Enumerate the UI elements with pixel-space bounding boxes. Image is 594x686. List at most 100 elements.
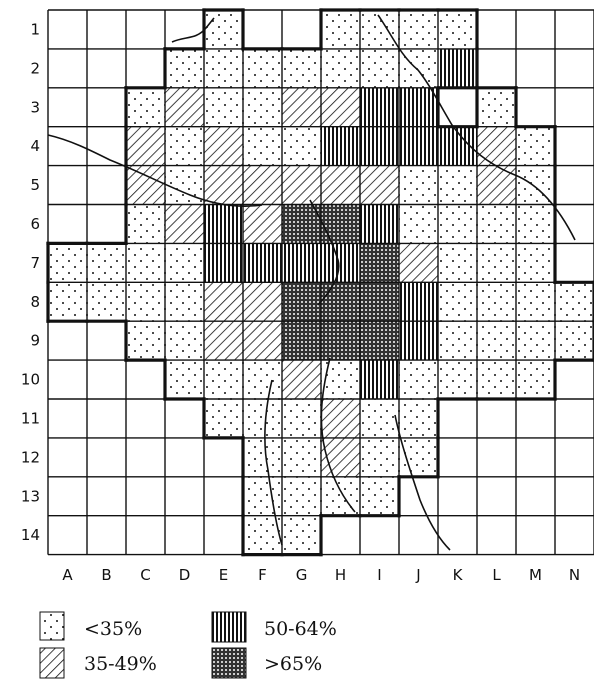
row-label: 2 bbox=[30, 59, 40, 77]
cell-low bbox=[48, 282, 87, 322]
cell-low bbox=[87, 282, 126, 322]
column-label: C bbox=[140, 566, 150, 584]
cell-high bbox=[321, 126, 360, 166]
cell-mid bbox=[243, 321, 282, 361]
cell-mid bbox=[204, 165, 243, 205]
column-label: D bbox=[179, 566, 191, 584]
column-label: I bbox=[377, 566, 381, 584]
cell-mid bbox=[321, 399, 360, 438]
column-label: K bbox=[453, 566, 464, 584]
cell-low bbox=[321, 10, 360, 49]
row-label: 10 bbox=[21, 371, 40, 389]
cell-low bbox=[477, 360, 516, 399]
cell-mid bbox=[204, 282, 243, 322]
cell-low bbox=[477, 204, 516, 244]
cell-top bbox=[282, 321, 321, 361]
legend-label-high: 50-64% bbox=[264, 618, 337, 640]
cell-low bbox=[126, 243, 165, 283]
row-label: 3 bbox=[30, 98, 40, 116]
grid-lines bbox=[47, 9, 594, 556]
column-label: F bbox=[258, 566, 267, 584]
cell-mid bbox=[204, 321, 243, 361]
cell-low bbox=[438, 282, 477, 322]
cell-top bbox=[282, 204, 321, 244]
cell-low bbox=[438, 204, 477, 244]
column-label: G bbox=[296, 566, 308, 584]
cell-mid bbox=[477, 126, 516, 166]
cell-low bbox=[282, 126, 321, 166]
cell-mid bbox=[477, 165, 516, 205]
cell-low bbox=[477, 243, 516, 283]
cell-low bbox=[204, 10, 243, 49]
river-line bbox=[377, 14, 576, 241]
row-label: 9 bbox=[30, 332, 40, 350]
cell-low bbox=[204, 48, 243, 88]
cell-low bbox=[204, 87, 243, 127]
cell-low bbox=[282, 437, 321, 477]
river-line bbox=[171, 17, 215, 43]
cell-low bbox=[243, 126, 282, 166]
column-label: N bbox=[569, 566, 580, 584]
cell-low bbox=[165, 243, 204, 283]
cell-high bbox=[360, 360, 399, 399]
cell-mid bbox=[165, 87, 204, 127]
cell-low bbox=[243, 399, 282, 438]
cell-low bbox=[555, 282, 594, 322]
cell-low bbox=[399, 48, 438, 88]
cell-high bbox=[204, 204, 243, 244]
cell-mid bbox=[282, 360, 321, 399]
cell-mid bbox=[321, 165, 360, 205]
legend-item-low: <35% bbox=[39, 611, 142, 641]
cell-high bbox=[360, 126, 399, 166]
cell-high bbox=[399, 321, 438, 361]
legend-item-top: >65% bbox=[211, 647, 322, 679]
legend-item-high: 50-64% bbox=[211, 611, 337, 643]
row-label: 13 bbox=[21, 487, 40, 505]
cell-high bbox=[204, 243, 243, 283]
row-label: 14 bbox=[21, 526, 40, 544]
legend-label-mid: 35-49% bbox=[84, 653, 157, 675]
river-line bbox=[264, 379, 283, 546]
column-label: M bbox=[529, 566, 542, 584]
row-label: 6 bbox=[30, 215, 40, 233]
cell-low bbox=[204, 399, 243, 438]
column-label: L bbox=[492, 566, 501, 584]
cell-low bbox=[282, 515, 321, 555]
cell-low bbox=[360, 476, 399, 516]
cell-low bbox=[165, 282, 204, 322]
cell-low bbox=[126, 282, 165, 322]
cell-high bbox=[399, 126, 438, 166]
cell-mid bbox=[243, 204, 282, 244]
cell-low bbox=[555, 321, 594, 361]
river-line bbox=[309, 199, 340, 306]
cell-high bbox=[243, 243, 282, 283]
cell-low bbox=[516, 126, 555, 166]
cell-low bbox=[360, 437, 399, 477]
row-label: 12 bbox=[21, 448, 40, 466]
cell-high bbox=[438, 48, 477, 88]
cell-low bbox=[516, 282, 555, 322]
cell-low bbox=[399, 204, 438, 244]
cell-low bbox=[126, 321, 165, 361]
cell-low bbox=[243, 476, 282, 516]
cell-low bbox=[438, 10, 477, 49]
cell-high bbox=[360, 87, 399, 127]
cell-high bbox=[399, 87, 438, 127]
cell-mid bbox=[282, 165, 321, 205]
cell-low bbox=[165, 321, 204, 361]
column-label: E bbox=[219, 566, 228, 584]
cell-low bbox=[438, 321, 477, 361]
row-label: 7 bbox=[30, 254, 40, 272]
cell-mid bbox=[243, 165, 282, 205]
cell-mid bbox=[126, 126, 165, 166]
cell-low bbox=[438, 165, 477, 205]
cell-low bbox=[165, 126, 204, 166]
column-label: J bbox=[415, 566, 420, 584]
cell-low bbox=[243, 515, 282, 555]
cell-low bbox=[87, 243, 126, 283]
cell-top bbox=[360, 321, 399, 361]
cell-low bbox=[399, 437, 438, 477]
cell-low bbox=[360, 48, 399, 88]
